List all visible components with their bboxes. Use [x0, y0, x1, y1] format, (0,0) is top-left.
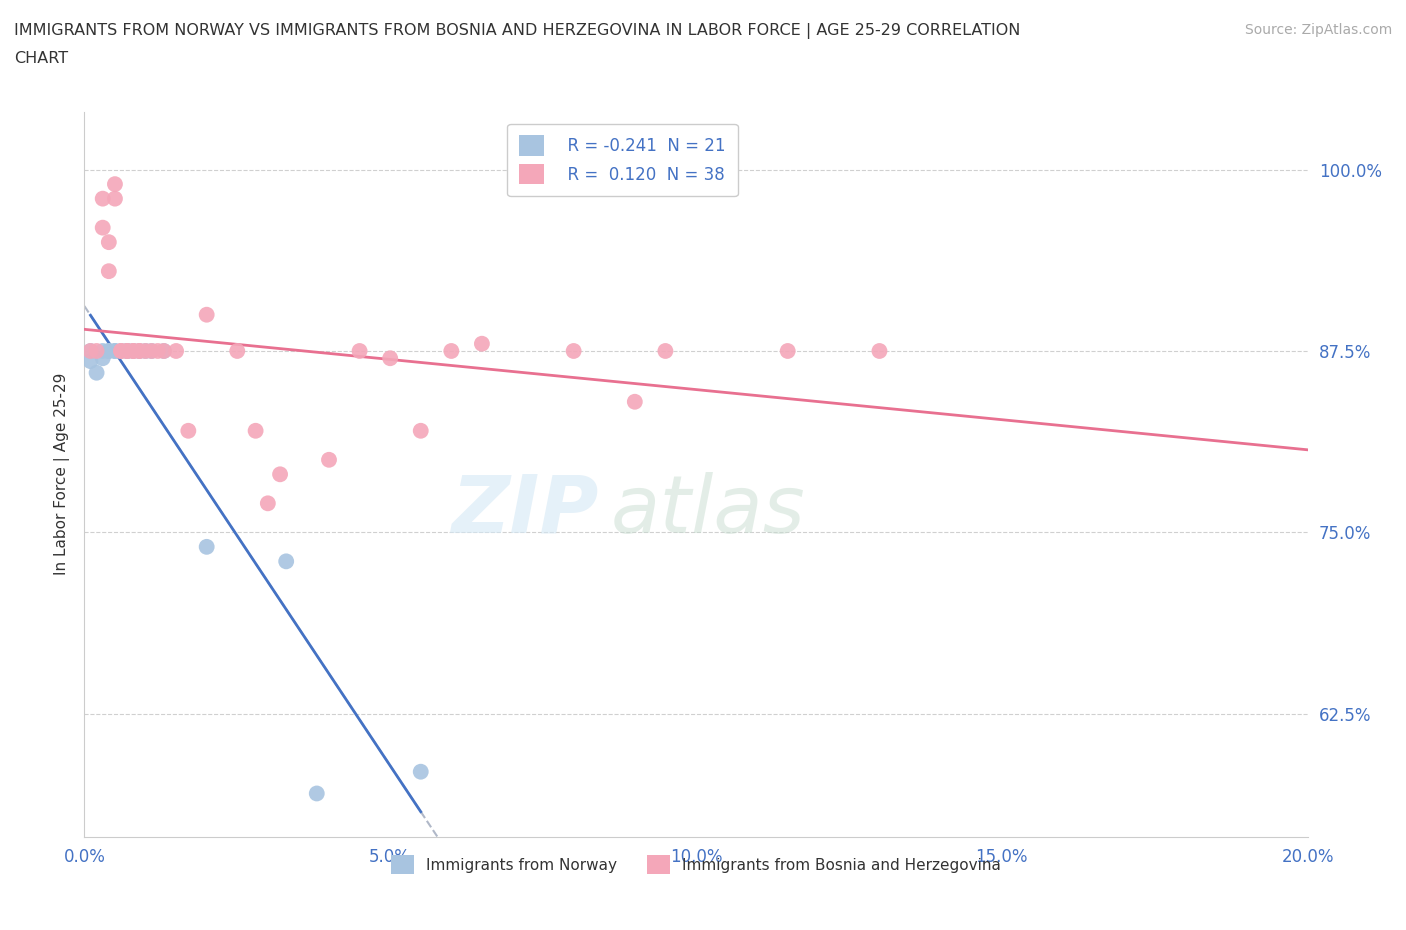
Point [86, 343, 108, 358]
Point [269, 467, 291, 482]
Point [409, 764, 432, 779]
Text: Source: ZipAtlas.com: Source: ZipAtlas.com [1244, 23, 1392, 37]
Point [104, 177, 127, 192]
Point [226, 343, 249, 358]
Point [122, 343, 145, 358]
Point [440, 343, 463, 358]
Point [128, 343, 150, 358]
Point [79, 343, 101, 358]
Point [97, 234, 120, 249]
Point [257, 496, 280, 511]
Point [141, 343, 163, 358]
Point [115, 343, 138, 358]
Point [141, 343, 163, 358]
Point [115, 343, 138, 358]
Point [195, 539, 218, 554]
Point [86, 365, 108, 380]
Point [104, 343, 127, 358]
Point [128, 343, 150, 358]
Point [115, 343, 138, 358]
Point [318, 452, 340, 467]
Point [177, 423, 200, 438]
Point [146, 343, 169, 358]
Y-axis label: In Labor Force | Age 25-29: In Labor Force | Age 25-29 [55, 373, 70, 576]
Point [97, 264, 120, 279]
Point [110, 343, 132, 358]
Point [624, 394, 647, 409]
Point [305, 786, 328, 801]
Point [122, 343, 145, 358]
Point [776, 343, 799, 358]
Point [471, 337, 494, 352]
Text: CHART: CHART [14, 51, 67, 66]
Point [110, 343, 132, 358]
Point [104, 192, 127, 206]
Point [91, 343, 114, 358]
Point [869, 343, 891, 358]
Point [128, 343, 150, 358]
Point [97, 343, 120, 358]
Point [153, 343, 176, 358]
Legend: Immigrants from Norway, Immigrants from Bosnia and Herzegovina: Immigrants from Norway, Immigrants from … [384, 849, 1008, 880]
Point [122, 343, 145, 358]
Point [135, 343, 157, 358]
Point [562, 343, 585, 358]
Text: IMMIGRANTS FROM NORWAY VS IMMIGRANTS FROM BOSNIA AND HERZEGOVINA IN LABOR FORCE : IMMIGRANTS FROM NORWAY VS IMMIGRANTS FRO… [14, 23, 1021, 39]
Point [79, 343, 101, 358]
Point [380, 351, 402, 365]
Point [115, 343, 138, 358]
Point [97, 343, 120, 358]
Point [153, 343, 176, 358]
Point [135, 343, 157, 358]
Point [91, 220, 114, 235]
Point [654, 343, 676, 358]
Point [104, 343, 127, 358]
Point [91, 351, 114, 365]
Point [110, 343, 132, 358]
Text: atlas: atlas [610, 472, 806, 550]
Point [195, 307, 218, 322]
Point [276, 554, 298, 569]
Point [409, 423, 432, 438]
Text: ZIP: ZIP [451, 472, 598, 550]
Point [165, 343, 187, 358]
Point [79, 353, 101, 368]
Point [349, 343, 371, 358]
Point [91, 192, 114, 206]
Point [245, 423, 267, 438]
